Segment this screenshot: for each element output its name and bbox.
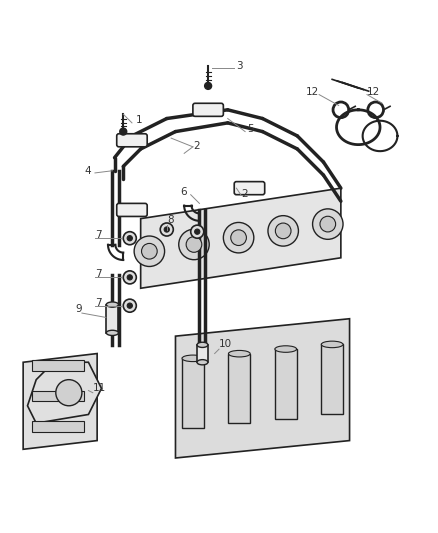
FancyBboxPatch shape <box>193 103 223 116</box>
Circle shape <box>186 237 202 252</box>
Circle shape <box>268 216 298 246</box>
Polygon shape <box>23 353 97 449</box>
Circle shape <box>123 271 136 284</box>
Circle shape <box>56 379 82 406</box>
Bar <box>182 358 204 428</box>
Text: 10: 10 <box>219 339 232 349</box>
Circle shape <box>313 209 343 239</box>
Ellipse shape <box>321 341 343 348</box>
Circle shape <box>276 223 291 239</box>
Circle shape <box>123 232 136 245</box>
Circle shape <box>127 303 132 308</box>
Circle shape <box>141 244 157 259</box>
Ellipse shape <box>275 346 297 352</box>
FancyBboxPatch shape <box>234 182 265 195</box>
Text: 7: 7 <box>95 297 102 308</box>
Ellipse shape <box>229 350 250 357</box>
Ellipse shape <box>197 342 208 348</box>
Bar <box>32 421 84 432</box>
Bar <box>32 360 84 371</box>
Circle shape <box>191 225 204 238</box>
Text: 3: 3 <box>237 61 243 71</box>
Text: 7: 7 <box>95 269 102 279</box>
Text: 2: 2 <box>241 189 247 199</box>
Circle shape <box>120 128 127 135</box>
Circle shape <box>231 230 247 246</box>
Text: 1: 1 <box>136 115 143 125</box>
Ellipse shape <box>106 330 118 335</box>
Circle shape <box>320 216 336 232</box>
Text: 9: 9 <box>75 304 82 314</box>
Text: 8: 8 <box>167 215 173 225</box>
Bar <box>197 345 208 362</box>
Ellipse shape <box>197 360 208 365</box>
Text: 2: 2 <box>193 141 200 151</box>
Bar <box>106 304 118 333</box>
Circle shape <box>127 275 132 280</box>
FancyBboxPatch shape <box>117 204 147 216</box>
Circle shape <box>205 83 212 90</box>
Circle shape <box>223 222 254 253</box>
Polygon shape <box>28 362 102 423</box>
Text: 12: 12 <box>306 86 319 96</box>
Text: 5: 5 <box>247 124 254 134</box>
Bar <box>275 349 297 419</box>
Polygon shape <box>176 319 350 458</box>
Bar <box>321 344 343 414</box>
Text: 6: 6 <box>180 187 187 197</box>
Bar <box>32 391 84 401</box>
Bar <box>229 354 250 423</box>
Circle shape <box>179 229 209 260</box>
Circle shape <box>134 236 165 266</box>
Text: 4: 4 <box>84 166 91 176</box>
Text: 7: 7 <box>95 230 102 240</box>
FancyBboxPatch shape <box>117 134 147 147</box>
Circle shape <box>160 223 173 236</box>
Circle shape <box>127 236 132 241</box>
Text: 11: 11 <box>93 383 106 392</box>
Polygon shape <box>141 188 341 288</box>
Ellipse shape <box>182 355 204 361</box>
Text: 12: 12 <box>367 86 380 96</box>
Circle shape <box>164 227 170 232</box>
Ellipse shape <box>106 302 118 307</box>
Circle shape <box>123 299 136 312</box>
Circle shape <box>194 229 200 235</box>
